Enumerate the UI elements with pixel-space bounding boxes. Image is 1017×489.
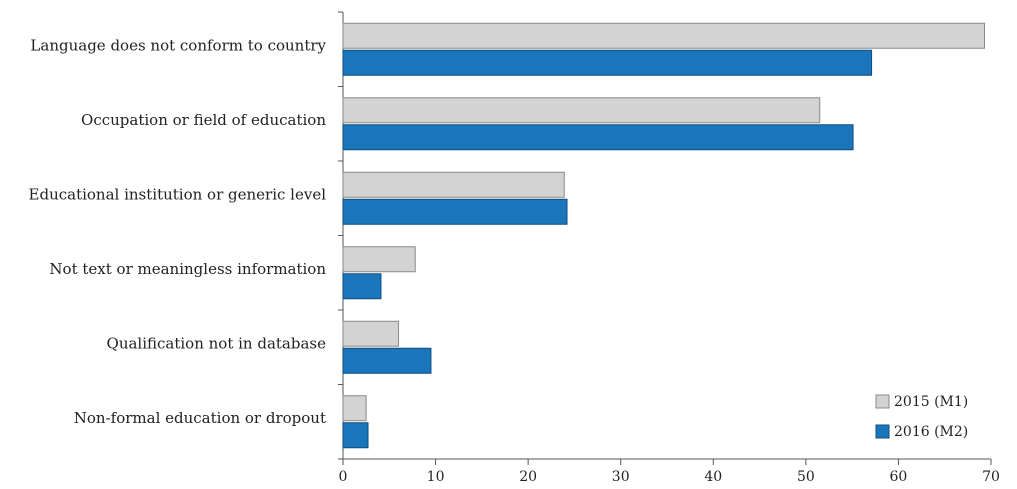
bar-2015 — [342, 97, 821, 124]
x-tick-label: 50 — [797, 469, 815, 485]
x-tick-label: 30 — [612, 469, 630, 485]
bar-2016 — [342, 49, 873, 76]
bar-2016 — [342, 124, 854, 151]
category-label: Not text or meaningless information — [49, 260, 326, 278]
bar-2015 — [342, 395, 367, 422]
bar-2015 — [342, 171, 565, 198]
x-axis-ticks: 0 10 20 30 40 50 60 70 — [339, 459, 1000, 485]
x-tick-label: 0 — [339, 469, 348, 485]
bar-2016 — [342, 198, 568, 225]
bar-2015 — [342, 246, 416, 273]
x-tick-label: 10 — [427, 469, 445, 485]
bar-2015 — [342, 320, 400, 347]
legend-swatch — [875, 424, 890, 439]
category-label: Non-formal education or dropout — [74, 409, 326, 427]
legend-swatch — [875, 394, 890, 409]
bar-2015 — [342, 22, 986, 49]
bar-2016 — [342, 422, 369, 449]
category-label: Qualification not in database — [107, 334, 327, 352]
chart-legend: 2015 (M1) 2016 (M2) — [875, 394, 968, 440]
x-tick-label: 60 — [890, 469, 908, 485]
x-tick-label: 40 — [704, 469, 722, 485]
x-tick-label: 70 — [982, 469, 1000, 485]
category-labels: Language does not conform to country Occu… — [29, 36, 327, 427]
legend-label: 2015 (M1) — [894, 394, 968, 410]
x-tick-label: 20 — [519, 469, 537, 485]
bar-2016 — [342, 273, 382, 300]
chart-axes — [338, 11, 991, 460]
category-label: Educational institution or generic level — [29, 185, 327, 203]
bar-2016 — [342, 347, 432, 374]
legend-label: 2016 (M2) — [894, 424, 968, 440]
category-label: Language does not conform to country — [30, 36, 326, 54]
chart-bars — [342, 22, 986, 449]
category-label: Occupation or field of education — [81, 111, 326, 129]
